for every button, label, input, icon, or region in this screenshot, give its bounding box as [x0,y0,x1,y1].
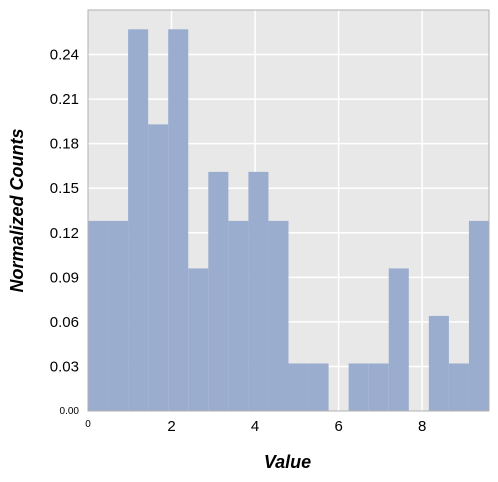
x-tick-label: 4 [251,418,259,435]
histogram-bar [108,220,129,411]
x-axis-title: Value [264,452,311,472]
x-tick-label: 2 [167,418,175,435]
y-tick-label: 0.03 [50,358,79,375]
histogram-bars [88,29,489,412]
histogram-bar [188,268,209,411]
y-tick-label: 0.24 [50,47,79,64]
histogram-bar [148,124,169,412]
histogram-bar [348,363,369,411]
y-tick-label: 0.12 [50,225,79,242]
y-tick-label: 0.21 [50,91,79,108]
x-axis-ticks: 0 2 4 6 8 [85,418,426,435]
y-axis-title: Normalized Counts [7,128,27,292]
histogram-bar [128,29,149,412]
histogram-bar [88,220,109,411]
plot-border [87,9,490,412]
y-tick-label: 0.06 [50,314,79,331]
histogram-bar [268,220,289,411]
x-tick-label: 0 [85,419,91,430]
histogram-bar [468,220,489,411]
histogram-bar [388,268,409,411]
histogram-bar [308,363,329,411]
y-tick-label: 0.15 [50,180,79,197]
y-tick-label: 0.09 [50,269,79,286]
x-tick-label: 6 [334,418,342,435]
histogram-bar [428,315,449,411]
histogram-bar [248,171,269,411]
histogram-bar [288,363,309,411]
histogram-bar [228,220,249,411]
y-tick-label: 0.18 [50,136,79,153]
histogram-bar [448,363,469,411]
histogram-bar [368,363,389,411]
x-tick-label: 8 [418,418,426,435]
y-axis-ticks: 0.00 0.03 0.06 0.09 0.12 0.15 0.18 0.21 0.24 [50,47,80,417]
histogram-bar [208,171,229,411]
y-tick-label: 0.00 [60,406,80,417]
histogram-bar [168,29,189,412]
